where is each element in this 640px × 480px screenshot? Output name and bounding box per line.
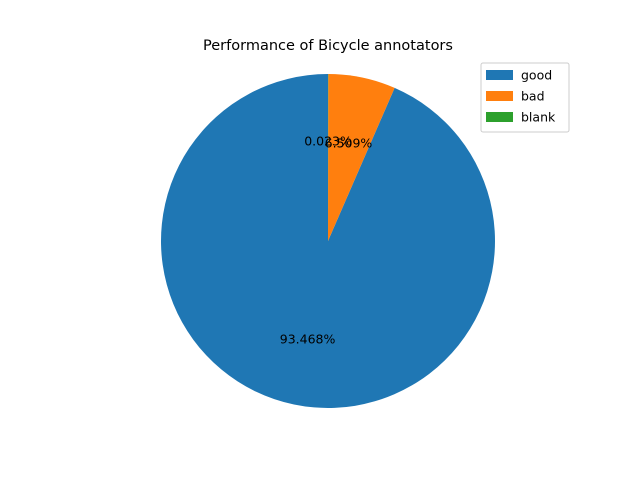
slice-label-good: 93.468% xyxy=(280,332,336,347)
pie-slice-good xyxy=(160,74,495,409)
slice-label-bad: 6.509% xyxy=(325,135,373,150)
legend-swatch-blank xyxy=(486,112,513,122)
slice-label-blank: 0.023% xyxy=(304,133,352,148)
pie-slices xyxy=(160,73,495,409)
legend-swatch-bad xyxy=(486,91,513,101)
legend-label-bad: bad xyxy=(521,89,545,104)
chart-title: Performance of Bicycle annotators xyxy=(203,38,453,54)
legend-swatch-good xyxy=(486,70,513,80)
pie-slice-bad xyxy=(328,74,395,241)
legend: good bad blank xyxy=(480,62,570,133)
pie-slice-labels: 93.468% 6.509%0.023% xyxy=(280,133,373,346)
legend-label-good: good xyxy=(521,68,552,83)
legend-label-blank: blank xyxy=(521,110,556,125)
